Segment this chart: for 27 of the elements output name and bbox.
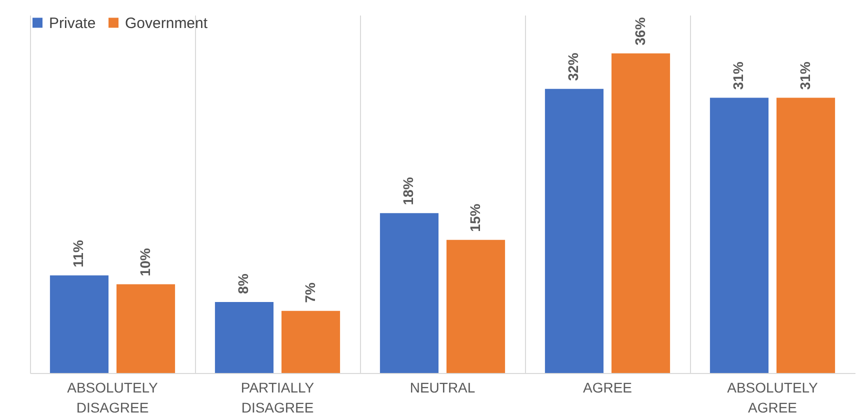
data-label: 7%: [302, 282, 318, 303]
bar: [544, 88, 604, 373]
bar: [611, 53, 670, 373]
data-label: 36%: [632, 16, 648, 46]
bar: [281, 310, 340, 373]
bar: [710, 98, 769, 373]
data-label: 8%: [235, 273, 252, 294]
bar: [50, 275, 109, 373]
bar: [214, 302, 274, 373]
bar: [776, 98, 836, 373]
bar: [116, 284, 176, 373]
data-label: 10%: [136, 248, 153, 276]
x-tick-label: NEUTRAL: [410, 380, 476, 396]
legend-label: Private: [49, 14, 96, 32]
data-label: 31%: [730, 61, 746, 90]
data-label: 11%: [70, 240, 86, 268]
x-tick-label: ABSOLUTELY AGREE: [727, 380, 819, 416]
x-tick-label: PARTIALLY DISAGREE: [240, 380, 315, 416]
x-tick-label: ABSOLUTELY DISAGREE: [67, 380, 159, 416]
data-label: 18%: [400, 176, 416, 206]
bar: [380, 213, 439, 373]
legend-label: Government: [125, 14, 208, 32]
x-tick-label: AGREE: [582, 380, 632, 396]
data-label: 32%: [565, 52, 582, 81]
data-label: 31%: [796, 61, 813, 90]
data-label: 15%: [466, 203, 483, 232]
bar: [446, 240, 506, 373]
